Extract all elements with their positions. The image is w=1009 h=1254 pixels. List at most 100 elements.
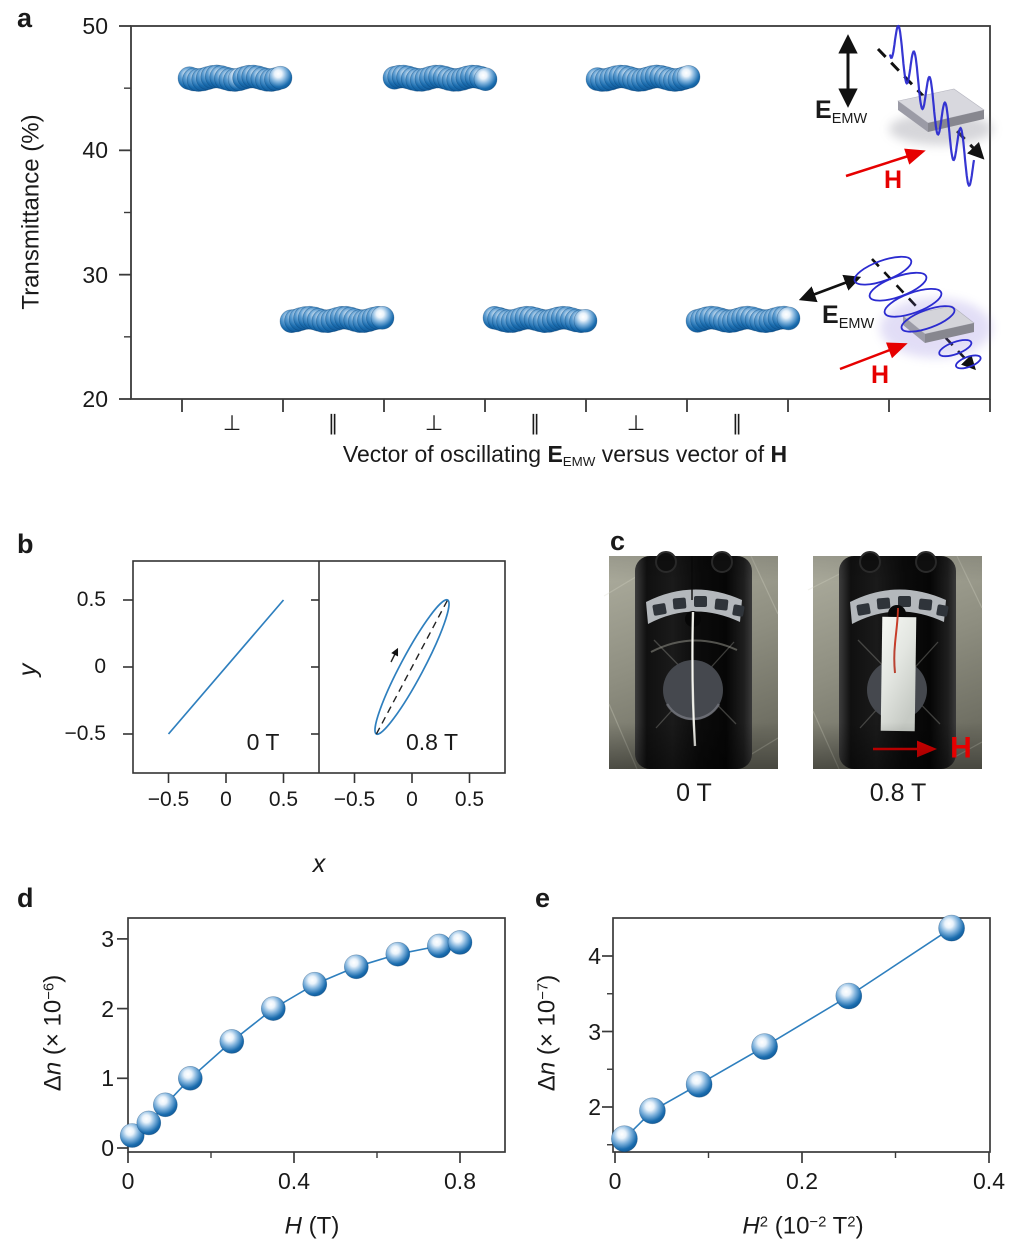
data-point-sphere: [473, 67, 498, 91]
data-point-sphere: [573, 308, 598, 333]
horizontal-EMW-loop: [853, 255, 913, 286]
b-ytick-label: 0: [94, 654, 106, 678]
a-x-title-E: E: [547, 440, 563, 467]
e-ytick-label: 2: [588, 1093, 601, 1120]
d-y-axis-title: Δn (× 10−6): [39, 975, 67, 1091]
orientation-label-perp: ⊥: [626, 411, 646, 435]
data-point-sphere: [447, 930, 473, 955]
d-ytick-label: 1: [101, 1065, 114, 1092]
c-caption-right: 0.8 T: [869, 778, 927, 807]
H-field-arrow: [839, 342, 908, 371]
a-ytick-label: 40: [82, 137, 108, 164]
inset-top-H-label: H: [884, 166, 903, 194]
panel-letter-d: d: [17, 883, 34, 913]
sample-slab-front: [898, 101, 928, 132]
orientation-label-par: ∥: [731, 411, 743, 435]
a-ytick-label: 20: [82, 385, 108, 412]
d-ytick-label: 3: [101, 925, 114, 952]
a-x-axis-title: Vector of oscillating EEMW versus vector…: [342, 440, 787, 470]
b-y-axis-title: y: [13, 663, 42, 677]
inset-top-E-label: EEMW: [815, 96, 867, 127]
b-rotation-direction-arrow: [390, 647, 399, 663]
e-xtick-label: 0: [608, 1167, 622, 1194]
n-var: n: [533, 1061, 561, 1076]
vignette: [609, 556, 778, 769]
n-var: n: [39, 1061, 67, 1076]
d-ytick-label: 2: [101, 995, 114, 1022]
E-symbol: E: [815, 96, 832, 124]
data-point-sphere: [751, 1033, 778, 1060]
panel-e-plot: [602, 914, 991, 1163]
data-point-sphere: [676, 65, 701, 89]
e-x-axis-title: H2 (10−2 T2): [742, 1213, 863, 1238]
d-y-exp: −6: [40, 982, 57, 1000]
horizontal-EMW-loop: [883, 287, 943, 318]
d-curve: [131, 941, 461, 1137]
data-point-sphere: [119, 1123, 145, 1148]
data-point-sphere: [639, 1097, 666, 1125]
c-caption-left: 0 T: [676, 778, 712, 807]
e-x-T-sq: 2: [847, 1213, 856, 1230]
b-x-var: x: [312, 849, 326, 878]
b-ytick-label: 0.5: [76, 587, 106, 611]
data-point-sphere: [776, 306, 801, 331]
inset-bottom-H-label: H: [871, 361, 890, 389]
d-y-unit: (× 10: [39, 999, 67, 1062]
e-y-exp: −7: [534, 982, 551, 1000]
sample-slab-side: [925, 323, 974, 343]
a-x-title-pre: Vector of oscillating: [342, 440, 548, 467]
data-point-sphere: [136, 1110, 162, 1136]
H-var: H: [284, 1212, 303, 1240]
vignette: [813, 556, 982, 769]
data-point-sphere: [343, 954, 369, 980]
E-subscript: EMW: [831, 110, 868, 127]
b-xtick-label: 0: [406, 787, 418, 811]
data-point-sphere: [302, 971, 328, 997]
b-xtick-label: 0: [220, 787, 232, 811]
panel-letter-a: a: [17, 3, 33, 33]
E-symbol: E: [822, 301, 839, 329]
H-var: H: [742, 1212, 760, 1240]
e-x-sq: 2: [759, 1213, 769, 1230]
a-ytick-label: 50: [82, 12, 108, 39]
c-H-label: H: [950, 731, 972, 765]
data-point-sphere: [153, 1092, 178, 1118]
d-frame: [127, 917, 506, 1153]
a-x-title-mid: versus vector of: [595, 440, 771, 467]
b-xtick-label: 0.5: [454, 787, 485, 811]
d-xtick-label: 0: [121, 1167, 135, 1194]
e-ytick-label: 4: [588, 942, 601, 969]
a-y-axis-title: Transmittance (%): [17, 114, 45, 310]
panel-letter-c: c: [610, 526, 626, 556]
panel-letter-e: e: [535, 883, 551, 913]
a-x-title-E-sub: EMW: [562, 454, 596, 470]
orientation-label-perp: ⊥: [222, 411, 242, 435]
inset-bottom-E-label: EEMW: [822, 301, 874, 332]
data-point-sphere: [268, 65, 293, 90]
a-ytick-label: 30: [82, 261, 108, 288]
panel-letter-b: b: [17, 529, 34, 559]
delta-symbol: Δ: [533, 1075, 561, 1092]
panel-d-plot: [117, 917, 506, 1163]
photo-field-on: [807, 551, 983, 770]
b-y-var: y: [13, 663, 42, 677]
data-point-sphere: [385, 941, 411, 967]
d-x-axis-title: H (T): [285, 1213, 340, 1238]
e-y-close: ): [533, 974, 561, 983]
d-xtick-label: 0.8: [444, 1167, 476, 1194]
orientation-label-perp: ⊥: [424, 411, 444, 435]
panel-a-plot: [119, 25, 991, 412]
b-major-axis-dashed: [375, 599, 449, 735]
e-fit-line: [623, 927, 953, 1140]
horizontal-EMW-loop: [938, 339, 973, 358]
horizontal-EMW-loop: [900, 305, 956, 333]
e-x-unit: (10: [768, 1212, 810, 1240]
b-elliptical-polarization: [374, 598, 450, 736]
b-xtick-label: −0.5: [147, 787, 190, 811]
sample-slab-side: [928, 110, 984, 132]
e-ytick-label: 3: [588, 1018, 601, 1045]
e-y-axis-title: Δn (× 10−7): [533, 974, 561, 1092]
e-frame: [612, 917, 991, 1153]
b-linear-polarization-line: [167, 599, 285, 735]
